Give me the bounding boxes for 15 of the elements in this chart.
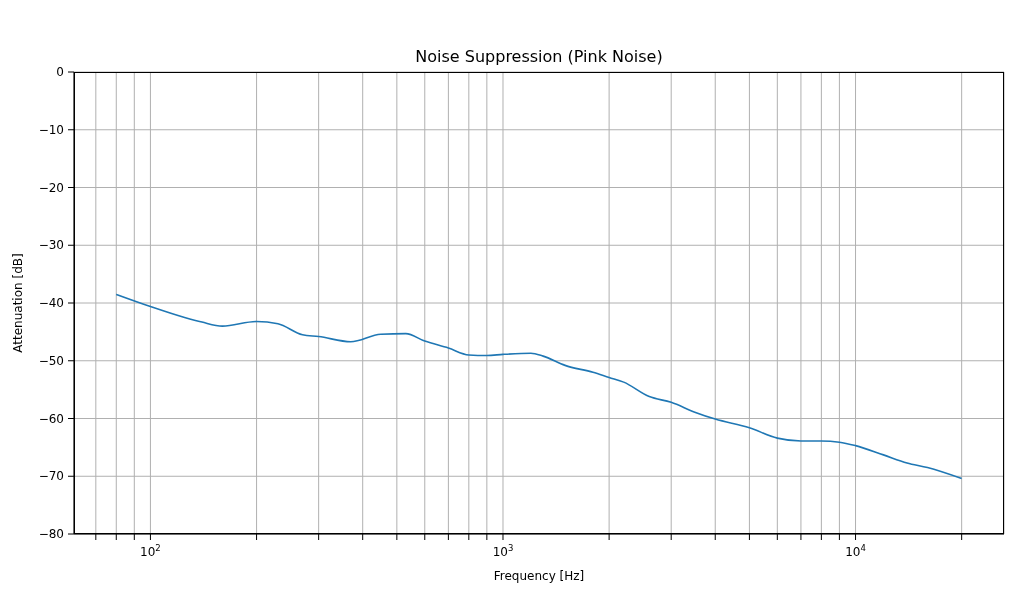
y-tick-label: 0 xyxy=(56,65,64,79)
x-tick-label: 10$^{2}$ xyxy=(140,543,161,559)
x-tick-label: 10$^{4}$ xyxy=(845,543,866,559)
y-axis-title: Attenuation [dB] xyxy=(11,253,26,353)
y-tick-label: −50 xyxy=(38,353,64,368)
y-tick-label: −80 xyxy=(38,527,64,541)
y-tick-label: −70 xyxy=(38,469,64,484)
x-axis-title: Frequency [Hz] xyxy=(493,569,585,583)
chart-title: Noise Suppression (Pink Noise) xyxy=(414,47,664,66)
y-tick-label: −60 xyxy=(38,411,64,426)
y-tick-label: −20 xyxy=(38,180,64,195)
y-tick-label: −30 xyxy=(38,238,64,253)
y-tick-label: −40 xyxy=(38,296,64,310)
x-tick-label: 10$^{3}$ xyxy=(492,543,514,559)
y-tick-label: −10 xyxy=(38,122,64,137)
